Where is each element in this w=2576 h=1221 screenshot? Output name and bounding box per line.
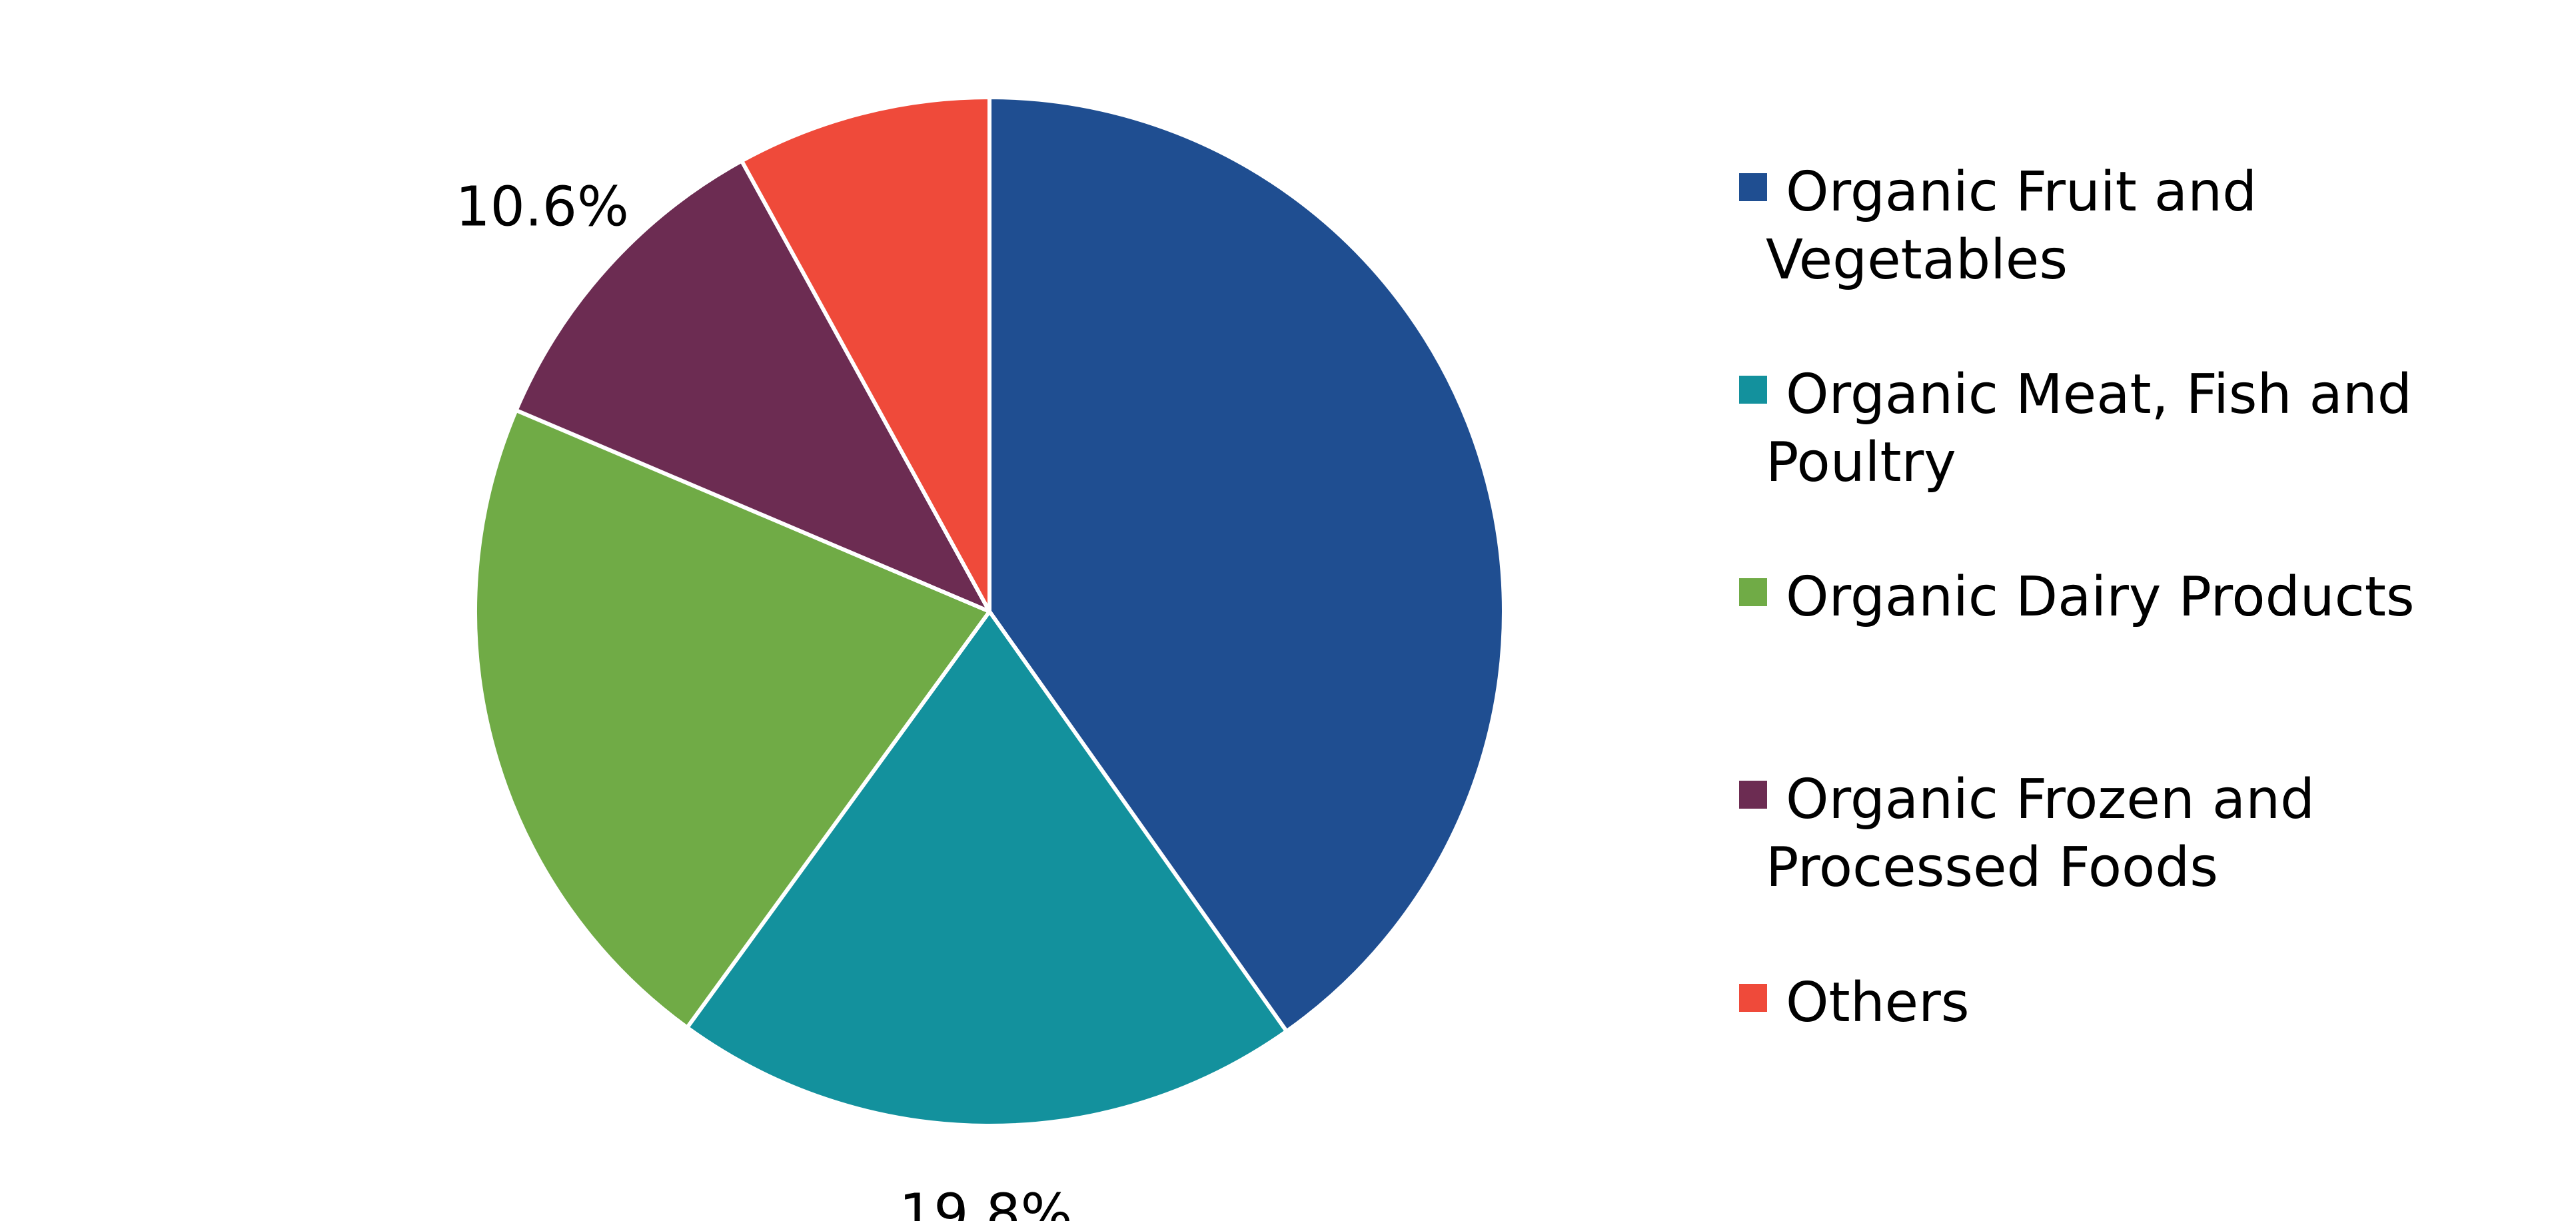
pie-data-labels: 19.8% 10.6% [455,176,1072,1221]
legend-swatch-others [1739,984,1767,1012]
legend-label-others: Others [1786,969,1970,1037]
legend-swatch-fruit-vegetables [1739,173,1767,201]
legend-label-line: Poultry [1766,431,1956,494]
pie-slice-organic-dairy-products [473,408,991,1030]
legend-swatch-meat-fish-poultry [1739,376,1767,404]
legend-label-line: Others [1786,971,1970,1034]
pie-slice-organic-frozen-and-processed-foods [514,159,991,613]
pie-slice-organic-meat-fish-and-poultry [685,610,1289,1128]
legend-label-meat-fish-poultry: Organic Meat, Fish and Poultry [1766,361,2412,497]
legend-label-frozen-processed: Organic Frozen and Processed Foods [1766,766,2315,902]
legend-swatch-dairy [1739,578,1767,606]
legend-label-line: Organic Frozen and [1786,768,2315,831]
legend: Organic Fruit and Vegetables Organic Mea… [1739,0,2576,1221]
legend-label-dairy: Organic Dairy Products [1786,564,2415,631]
data-label-organic-meat-fish-and-poultry: 19.8% [899,1182,1073,1221]
legend-label-fruit-vegetables: Organic Fruit and Vegetables [1766,159,2257,294]
pie-slice-others [740,95,991,613]
legend-swatch-frozen-processed [1739,781,1767,809]
pie-plot: 19.8% 10.6% [455,95,1506,1221]
legend-label-line: Organic Meat, Fish and [1786,363,2412,426]
pie-slice-organic-fruit-and-vegetables [987,95,1506,1034]
legend-label-line: Organic Dairy Products [1786,566,2415,629]
legend-label-line: Organic Fruit and [1786,161,2257,224]
pie-slices [473,95,1506,1128]
legend-label-line: Vegetables [1766,228,2068,292]
legend-label-line: Processed Foods [1766,836,2218,899]
data-label-organic-frozen-and-processed-foods: 10.6% [455,176,629,239]
